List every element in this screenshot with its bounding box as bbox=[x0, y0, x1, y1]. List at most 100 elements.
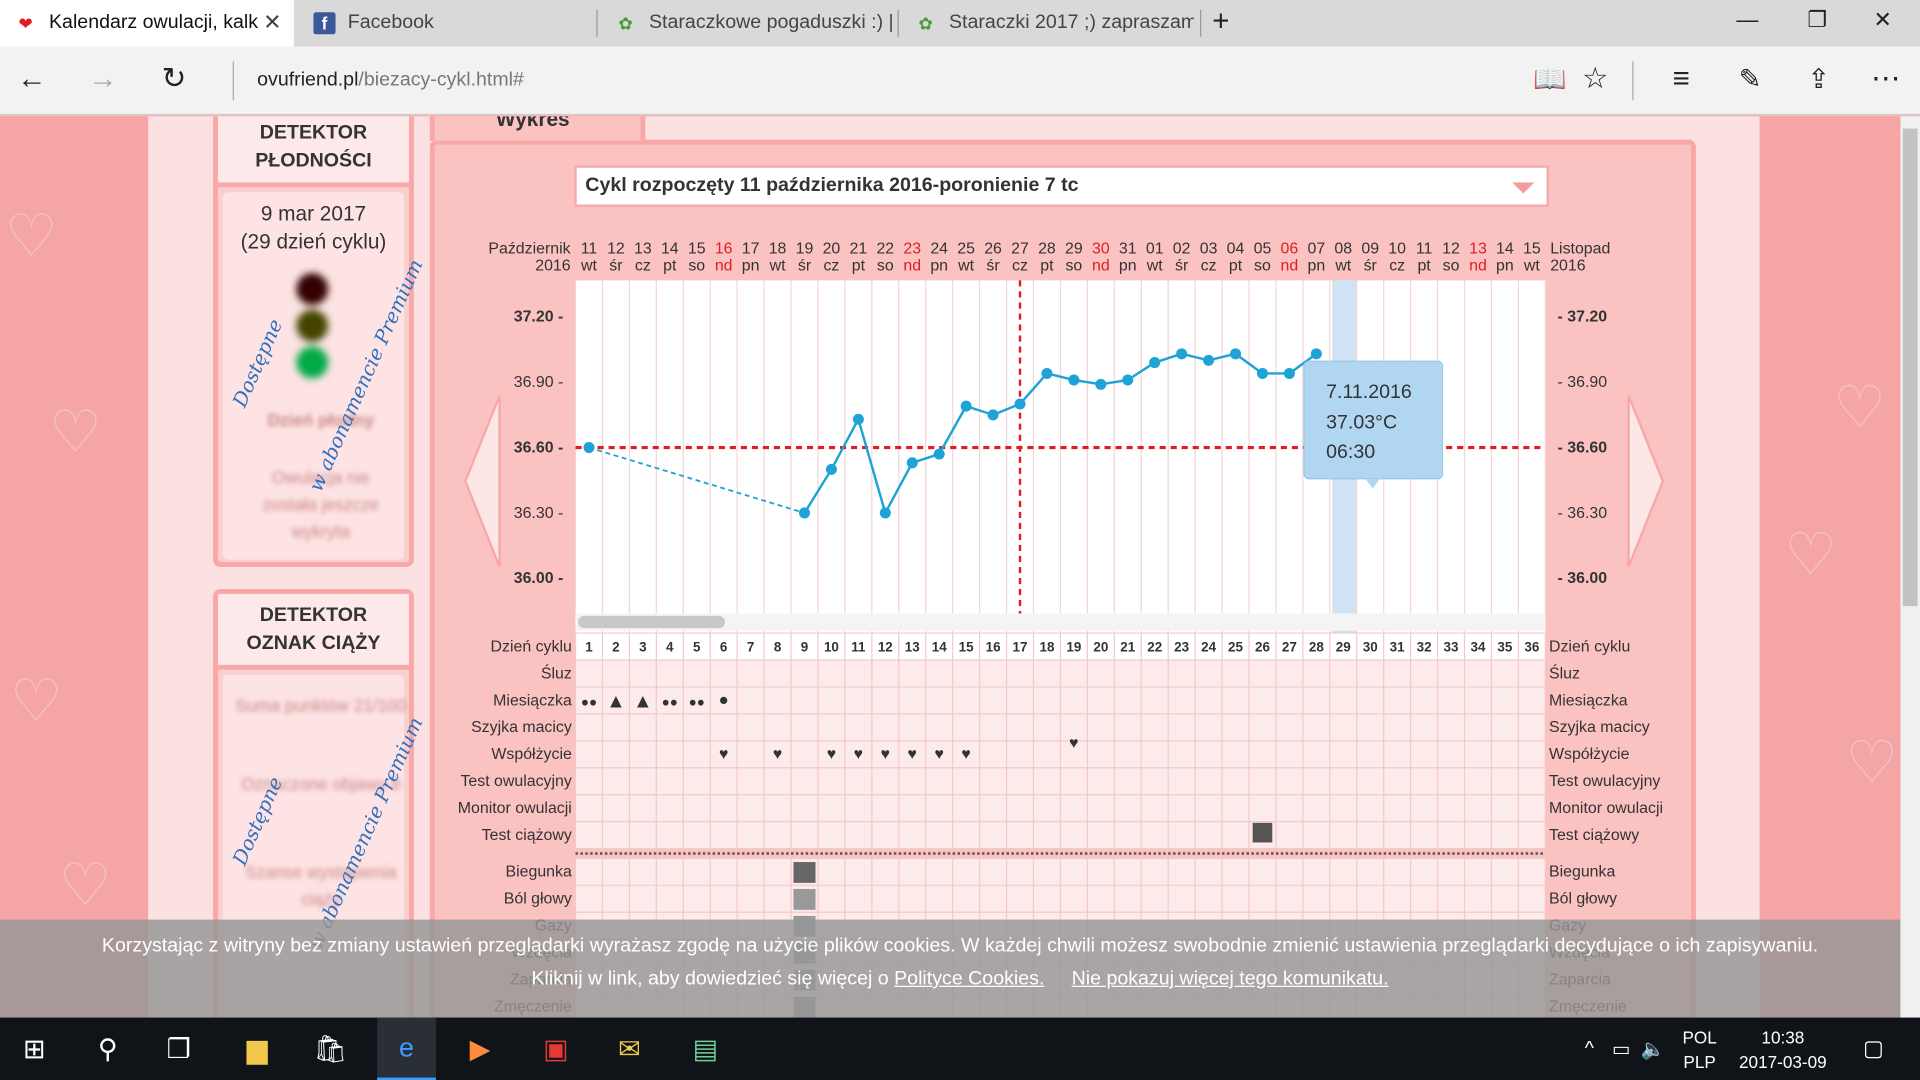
period-dot-icon bbox=[720, 696, 728, 705]
row-label: Miesiączka bbox=[493, 692, 572, 709]
back-icon[interactable]: ← bbox=[17, 62, 47, 96]
weekday-tick-label: cz bbox=[1389, 258, 1405, 275]
reading-view-icon[interactable]: 📖 bbox=[1533, 63, 1567, 95]
period-drop-icon: ●● bbox=[689, 695, 705, 710]
weekday-tick-label: śr bbox=[986, 258, 1000, 275]
hub-icon[interactable]: ≡ bbox=[1672, 62, 1690, 96]
intercourse-heart-icon: ♥ bbox=[908, 746, 917, 763]
cycle-select-value: Cykl rozpoczęty 11 października 2016-por… bbox=[585, 175, 1079, 196]
title-line: DETEKTOR bbox=[259, 604, 368, 626]
url-field[interactable]: ovufriend.pl/biezacy-cykl.html# bbox=[257, 70, 524, 92]
temperature-point bbox=[879, 507, 891, 519]
cookie-text: Kliknij w link, aby dowiedzieć się więce… bbox=[531, 968, 889, 990]
task-view-icon[interactable]: ❐ bbox=[166, 1032, 191, 1064]
temperature-point bbox=[1310, 348, 1322, 360]
temperature-point bbox=[825, 463, 837, 475]
chart-scrollbar bbox=[575, 613, 1546, 631]
window-close-icon[interactable]: ✕ bbox=[1873, 7, 1892, 32]
intercourse-heart-icon: ♥ bbox=[961, 746, 970, 763]
weekday-tick-label: pt bbox=[852, 258, 866, 275]
date-tick-label: 31 bbox=[1119, 240, 1137, 257]
volume-icon[interactable]: 🔈 bbox=[1640, 1038, 1666, 1060]
temperature-point bbox=[1256, 367, 1268, 379]
cycle-select[interactable]: Cykl rozpoczęty 11 października 2016-por… bbox=[574, 165, 1549, 207]
file-explorer-icon[interactable]: ▆ bbox=[246, 1032, 268, 1064]
cookie-policy-link[interactable]: Polityce Cookies. bbox=[894, 968, 1045, 990]
traffic-light-icon bbox=[296, 273, 330, 383]
next-cycle-arrow-icon[interactable] bbox=[1624, 395, 1673, 567]
date-tick-label: 30 bbox=[1092, 240, 1110, 257]
row-label: Współżycie bbox=[491, 746, 572, 763]
app-icon[interactable]: ▤ bbox=[692, 1032, 719, 1064]
tab-wykres[interactable]: Wykres bbox=[429, 116, 646, 141]
weekday-tick-label: wt bbox=[1523, 258, 1540, 275]
minimize-icon[interactable]: — bbox=[1736, 7, 1759, 32]
weekday-tick-label: pt bbox=[1040, 258, 1054, 275]
tab-facebook[interactable]: f Facebook bbox=[299, 0, 593, 47]
dismiss-cookie-link[interactable]: Nie pokazuj więcej tego komunikatu. bbox=[1071, 968, 1389, 990]
favorite-star-icon[interactable]: ☆ bbox=[1582, 62, 1609, 96]
premium-label: w abonamencie Premium bbox=[303, 713, 428, 953]
title-line: PŁODNOŚCI bbox=[255, 150, 372, 172]
month-label-left: Październik bbox=[488, 240, 570, 257]
chevron-up-icon[interactable]: ^ bbox=[1584, 1037, 1594, 1059]
restore-icon[interactable]: ❐ bbox=[1807, 7, 1828, 32]
refresh-icon[interactable]: ↻ bbox=[161, 62, 187, 96]
temperature-point bbox=[960, 400, 972, 412]
forward-icon[interactable]: → bbox=[88, 62, 118, 96]
share-icon[interactable]: ⇪ bbox=[1807, 63, 1830, 95]
windows-start-icon[interactable]: ⊞ bbox=[22, 1032, 46, 1064]
mail-icon[interactable]: ✉ bbox=[618, 1032, 641, 1064]
edge-icon[interactable]: e bbox=[377, 1017, 436, 1080]
more-icon[interactable]: ⋯ bbox=[1871, 62, 1901, 96]
scrollbar-thumb[interactable] bbox=[1902, 128, 1918, 607]
address-bar: ← → ↻ ovufriend.pl/biezacy-cykl.html# 📖 … bbox=[0, 46, 1920, 116]
cycle-day: (29 dzień cyklu) bbox=[240, 230, 387, 254]
tab-kalendarz[interactable]: ❤ Kalendarz owulacji, kalk ✕ bbox=[0, 0, 294, 47]
date-tick-label: 10 bbox=[1388, 240, 1406, 257]
prev-cycle-arrow-icon[interactable] bbox=[463, 395, 512, 567]
weekday-tick-label: śr bbox=[1175, 258, 1189, 275]
cycle-day-number: 4 bbox=[666, 639, 674, 654]
date-tick-label: 03 bbox=[1200, 240, 1218, 257]
tab-label: Wykres bbox=[495, 116, 570, 132]
app-icon[interactable]: ▣ bbox=[543, 1032, 569, 1064]
row-label-right: Test owulacyjny bbox=[1549, 773, 1660, 790]
temperature-point bbox=[1230, 348, 1242, 360]
tab-staraczki[interactable]: ✿ Staraczki 2017 ;) zapraszam bbox=[900, 0, 1194, 47]
page-scrollbar[interactable] bbox=[1900, 116, 1920, 1018]
intercourse-heart-icon: ♥ bbox=[719, 746, 728, 763]
store-icon[interactable]: 🛍 bbox=[313, 1032, 348, 1064]
row-label: Test ciążowy bbox=[482, 827, 572, 844]
language-indicator[interactable]: POL PLP bbox=[1682, 1025, 1716, 1074]
date-tick-label: 16 bbox=[715, 240, 733, 257]
weekday-tick-label: śr bbox=[1364, 258, 1378, 275]
clock[interactable]: 10:38 2017-03-09 bbox=[1731, 1025, 1834, 1074]
new-tab-icon[interactable]: + bbox=[1212, 4, 1230, 38]
weekday-tick-label: pt bbox=[1417, 258, 1431, 275]
close-icon[interactable]: ✕ bbox=[263, 9, 282, 35]
web-note-icon[interactable]: ✎ bbox=[1738, 63, 1762, 95]
temperature-line-segment bbox=[1288, 352, 1318, 375]
cycle-day-number: 13 bbox=[905, 639, 920, 654]
temperature-point bbox=[1203, 354, 1215, 366]
weekday-tick-label: so bbox=[1254, 258, 1271, 275]
tab-title: Staraczkowe pogaduszki :) | bbox=[648, 12, 894, 34]
divider bbox=[1632, 61, 1634, 101]
intercourse-heart-icon: ♥ bbox=[1069, 735, 1078, 752]
row-label-right: Szyjka macicy bbox=[1549, 719, 1650, 736]
temperature-chart: Październik2016Listopad201611wt12śr13cz1… bbox=[458, 240, 1663, 1018]
media-player-icon[interactable]: ▶ bbox=[469, 1032, 491, 1064]
clock-date: 2017-03-09 bbox=[1739, 1051, 1827, 1072]
search-icon[interactable]: ⚲ bbox=[97, 1032, 118, 1064]
weekday-tick-label: wt bbox=[580, 258, 597, 275]
cycle-day-number: 2 bbox=[612, 639, 619, 654]
date-tick-label: 20 bbox=[823, 240, 841, 257]
symptom-mark-icon bbox=[793, 862, 816, 883]
weekday-tick-label: so bbox=[1443, 258, 1460, 275]
tab-staraczkowe[interactable]: ✿ Staraczkowe pogaduszki :) | bbox=[600, 0, 894, 47]
action-center-icon[interactable]: ▢ bbox=[1863, 1035, 1884, 1061]
network-icon[interactable]: ▭ bbox=[1611, 1038, 1631, 1060]
date-tick-label: 12 bbox=[607, 240, 625, 257]
temperature-line-segment bbox=[830, 418, 860, 470]
